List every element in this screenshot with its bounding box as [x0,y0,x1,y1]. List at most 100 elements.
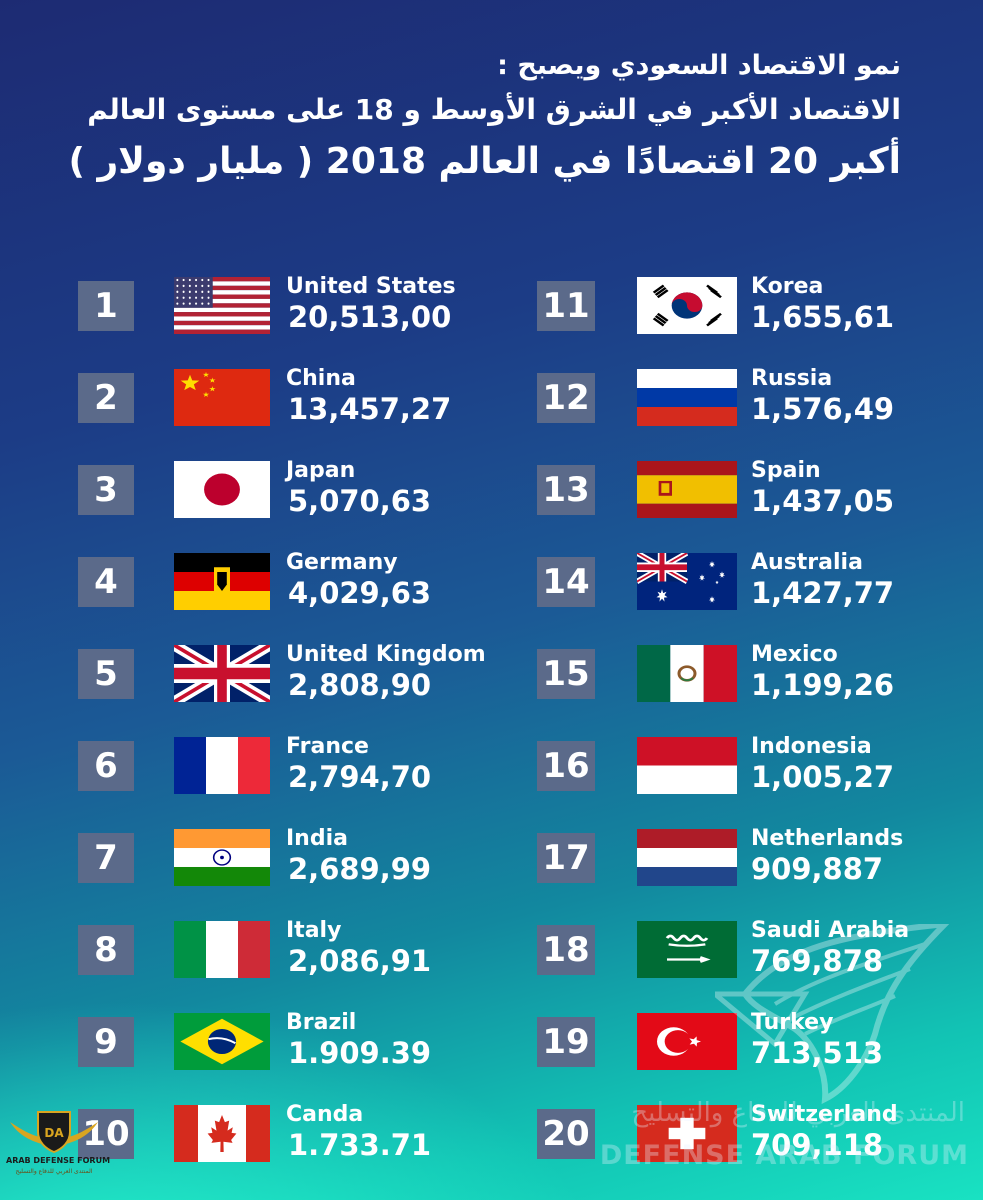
rank-badge: 7 [78,833,134,883]
india-flag-icon [174,829,270,886]
country-name: Russia [751,366,833,391]
country-name: United States [286,274,456,299]
headline: نمو الاقتصاد السعودي ويصبح : الاقتصاد ال… [68,44,901,190]
rank-badge: 13 [537,465,595,515]
ranking-row: 18 Saudi Arabia 769,878 [537,918,937,1012]
arab-defense-forum-logo: DA ARAB DEFENSE FORUM المنتدى العربي للد… [6,1110,111,1190]
ranking-row: 10 Canda 1.733.71 [78,1102,478,1196]
gdp-value: 909,887 [751,852,884,886]
country-name: Germany [286,550,398,575]
logo-english-text: ARAB DEFENSE FORUM [6,1156,111,1165]
rank-badge: 4 [78,557,134,607]
rank-badge: 15 [537,649,595,699]
ranking-row: 20 Switzerland 709,118 [537,1102,937,1196]
headline-line-2: الاقتصاد الأكبر في الشرق الأوسط و 18 على… [87,93,901,126]
rank-badge: 19 [537,1017,595,1067]
rank-badge: 9 [78,1017,134,1067]
gdp-value: 709,118 [751,1128,884,1162]
gdp-value: 2,794,70 [288,760,432,794]
country-name: Japan [286,458,356,483]
russia-flag-icon [637,369,737,426]
headline-title: أكبر 20 اقتصادًا في العالم 2018 ( مليار … [68,141,901,182]
ranking-row: 16 Indonesia 1,005,27 [537,734,937,828]
rank-badge: 16 [537,741,595,791]
netherlands-flag-icon [637,829,737,886]
gdp-value: 2,808,90 [288,668,432,702]
rank-badge: 11 [537,281,595,331]
china-flag-icon [174,369,270,426]
ranking-column-right: 11 Korea 1,655,61 12 Russia 1,576,49 13 … [537,274,937,1196]
brazil-flag-icon [174,1013,270,1070]
gdp-value: 2,086,91 [288,944,432,978]
rank-badge: 1 [78,281,134,331]
country-name: Spain [751,458,821,483]
country-name: Korea [751,274,824,299]
rank-badge: 2 [78,373,134,423]
ranking-row: 5 United Kingdom 2,808,90 [78,642,486,736]
canada-flag-icon [174,1105,270,1162]
ranking-row: 14 Australia 1,427,77 [537,550,937,644]
gdp-value: 1,437,05 [751,484,895,518]
gdp-value: 1.733.71 [288,1128,432,1162]
ranking-row: 12 Russia 1,576,49 [537,366,937,460]
gdp-value: 1.909.39 [288,1036,432,1070]
headline-line-1: نمو الاقتصاد السعودي ويصبح : [497,50,901,81]
ranking-row: 2 China 13,457,27 [78,366,478,460]
country-name: Saudi Arabia [751,918,910,943]
ranking-row: 9 Brazil 1.909.39 [78,1010,478,1104]
country-name: Australia [751,550,863,575]
gdp-value: 769,878 [751,944,884,978]
mexico-flag-icon [637,645,737,702]
country-name: Mexico [751,642,838,667]
indonesia-flag-icon [637,737,737,794]
rank-badge: 6 [78,741,134,791]
forum-watermark: المنتدى العربي للدفاع والتسليح DEFENSE A… [600,914,973,1194]
gdp-value: 1,005,27 [751,760,895,794]
ranking-row: 13 Spain 1,437,05 [537,458,937,552]
gdp-value: 5,070,63 [288,484,432,518]
rank-badge: 10 [78,1109,134,1159]
watermark-arabic-text: المنتدى العربي للدفاع والتسليح [631,1098,965,1128]
australia-flag-icon [637,553,737,610]
winged-emblem-icon [715,924,950,1104]
gdp-value: 20,513,00 [288,300,452,334]
gdp-value: 4,029,63 [288,576,432,610]
ranking-row: 3 Japan 5,070,63 [78,458,478,552]
switzerland-flag-icon [637,1105,737,1162]
gdp-value: 1,199,26 [751,668,895,702]
turkey-flag-icon [637,1013,737,1070]
rank-badge: 14 [537,557,595,607]
spain-flag-icon [637,461,737,518]
gdp-value: 713,513 [751,1036,884,1070]
country-name: Canda [286,1102,364,1127]
ranking-row: 17 Netherlands 909,887 [537,826,937,920]
korea-flag-icon [637,277,737,334]
country-name: Netherlands [751,826,904,851]
ranking-row: 8 Italy 2,086,91 [78,918,478,1012]
rank-badge: 5 [78,649,134,699]
gdp-value: 1,655,61 [751,300,895,334]
italy-flag-icon [174,921,270,978]
ranking-row: 1 United States 20,513,00 [78,274,478,368]
country-name: China [286,366,356,391]
saudi-arabia-flag-icon [637,921,737,978]
gdp-value: 1,427,77 [751,576,895,610]
ranking-column-left: 1 United States 20,513,00 2 China 13,457… [78,274,486,1196]
ranking-row: 15 Mexico 1,199,26 [537,642,937,736]
country-name: Italy [286,918,342,943]
ranking-row: 19 Turkey 713,513 [537,1010,937,1104]
svg-text:DA: DA [44,1126,64,1140]
japan-flag-icon [174,461,270,518]
france-flag-icon [174,737,270,794]
gdp-value: 13,457,27 [288,392,452,426]
gdp-value: 2,689,99 [288,852,432,886]
logo-shield-icon: DA [37,1111,71,1154]
rank-badge: 17 [537,833,595,883]
country-name: Turkey [751,1010,834,1035]
gdp-value: 1,576,49 [751,392,895,426]
rank-badge: 18 [537,925,595,975]
rank-badge: 12 [537,373,595,423]
rank-badge: 8 [78,925,134,975]
country-name: France [286,734,369,759]
country-name: United Kingdom [286,642,486,667]
